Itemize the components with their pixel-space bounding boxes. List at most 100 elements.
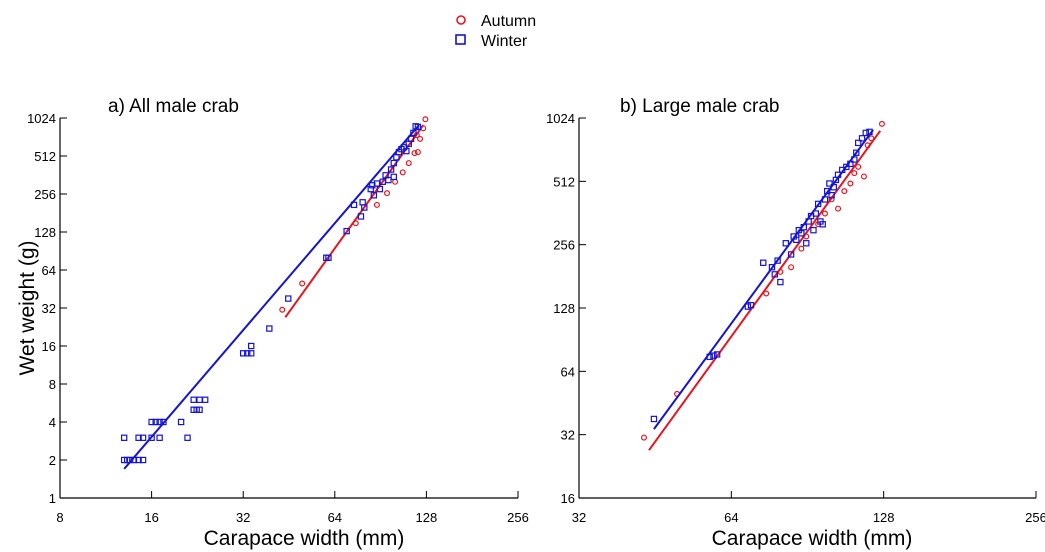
panel-a-point-winter: [135, 456, 142, 464]
panel-b-y-tick-label: 64: [561, 364, 575, 379]
panel-a-point-winter: [357, 213, 365, 220]
panel-b-point-autumn: [851, 170, 858, 177]
panel-a-x-tick-label: 256: [507, 510, 529, 525]
panel-b-point-winter: [710, 352, 717, 359]
panel-b-plot: 32 64 128 256 16 32 64 128 256 512 1024: [546, 111, 1045, 525]
panel-a-x-tick-label: 32: [236, 510, 250, 525]
panel-a-point-winter: [285, 295, 292, 302]
legend-marker-winter: [455, 34, 466, 45]
panel-a-point-autumn: [279, 306, 286, 313]
panel-b-y-tick-label: 1024: [546, 111, 575, 126]
panel-b-fit-line-winter: [653, 129, 874, 430]
panel-a-point-winter: [196, 406, 203, 413]
panel-b-point-winter: [862, 129, 869, 137]
panel-a-point-winter: [248, 350, 255, 357]
panel-b-point-winter: [800, 223, 808, 231]
panel-a-point-autumn: [414, 149, 421, 156]
panel-a-point-autumn: [299, 280, 306, 287]
panel-a-point-winter: [407, 135, 415, 143]
panel-b-x-tick-label: 128: [873, 510, 895, 525]
panel-a-point-winter: [148, 418, 155, 426]
panel-a-y-tick-label: 512: [34, 149, 56, 164]
panel-b-title: b) Large male crab: [620, 96, 779, 117]
panel-a-point-autumn: [411, 150, 418, 157]
panel-a-point-winter: [244, 350, 251, 357]
panel-a-point-winter: [370, 192, 378, 199]
panel-b-point-autumn: [847, 180, 854, 187]
panel-b-point-autumn: [878, 120, 885, 127]
panel-a-y-tick-label: 8: [49, 377, 56, 392]
panel-b-point-autumn: [864, 142, 871, 149]
panel-b-point-winter: [821, 196, 829, 203]
panel-b-point-winter: [812, 210, 820, 217]
panel-a-point-autumn: [352, 220, 359, 227]
legend-marker-autumn: [456, 15, 466, 25]
panel-a-y-tick-label: 128: [34, 225, 56, 240]
panel-a-point-winter: [266, 325, 273, 332]
panel-b-point-winter: [819, 221, 826, 228]
panel-a-point-winter: [201, 396, 209, 403]
panel-a-point-winter: [160, 418, 167, 426]
panel-b-point-winter: [771, 271, 779, 278]
panel-b-y-tick-label: 256: [553, 238, 575, 253]
legend: Autumn Winter: [455, 13, 536, 50]
panel-b-y-tick-label: 512: [553, 174, 575, 189]
panel-a-x-tick-label: 16: [144, 510, 158, 525]
panel-a-y-tick-label: 1: [49, 491, 56, 506]
panel-a-point-winter: [148, 434, 155, 441]
panel-a-y-tick-label: 64: [42, 263, 56, 278]
panel-b-point-autumn: [821, 210, 828, 217]
panel-b-point-winter: [798, 230, 805, 237]
panel-a-point-autumn: [392, 178, 399, 185]
panel-b-point-winter: [706, 353, 713, 361]
panel-b-point-winter: [777, 278, 784, 286]
panel-a-point-autumn: [373, 201, 380, 208]
panel-b-point-autumn: [855, 163, 862, 170]
legend-label-autumn: Autumn: [481, 13, 536, 30]
panel-b-point-winter: [713, 351, 721, 358]
panel-a-point-autumn: [383, 190, 390, 197]
panel-b-x-axis-title: Carapace width (mm): [712, 527, 913, 550]
panel-a-fit-line-winter: [123, 124, 420, 470]
panel-a-title: a) All male crab: [108, 96, 239, 117]
panel-b-point-winter: [782, 240, 790, 247]
panel-a-y-tick-label: 256: [34, 187, 56, 202]
panel-b-point-winter: [828, 191, 835, 199]
panel-a-point-winter: [376, 185, 384, 193]
panel-a-point-winter: [390, 173, 397, 181]
panel-a-point-winter: [248, 342, 255, 350]
panel-a-point-winter: [196, 396, 203, 403]
panel-a-point-winter: [126, 456, 134, 464]
panel-b-point-winter: [774, 257, 781, 264]
panel-b-point-winter: [851, 156, 858, 163]
panel-a-point-winter: [152, 418, 159, 426]
panel-b-x-tick-label: 32: [572, 510, 586, 525]
legend-label-winter: Winter: [481, 33, 528, 50]
panel-b-point-winter: [830, 184, 837, 191]
panel-b-point-autumn: [835, 205, 842, 212]
panel-a-point-autumn: [417, 135, 424, 142]
panel-a-point-winter: [135, 434, 142, 441]
panel-b-point-autumn: [763, 290, 770, 297]
panel-a-point-winter: [359, 199, 366, 206]
panel-b-x-tick-label: 64: [724, 510, 738, 525]
panel-b-point-autumn: [828, 196, 835, 203]
panel-a-point-winter: [350, 201, 358, 209]
panel-b-point-winter: [826, 180, 833, 187]
panel-a-point-autumn: [405, 160, 412, 167]
panel-b-point-winter: [760, 259, 767, 266]
panel-b-x-tick-label: 256: [1025, 510, 1045, 525]
panel-a-point-winter: [156, 434, 163, 441]
panel-a-y-tick-label: 4: [49, 415, 56, 430]
panel-a-point-winter: [369, 182, 376, 189]
panel-a-point-winter: [120, 434, 128, 441]
panel-b-point-winter: [814, 200, 822, 208]
panel-b-point-winter: [824, 187, 831, 195]
panel-b-point-winter: [793, 236, 800, 244]
panel-a-point-winter: [385, 176, 392, 184]
panel-b-y-tick-label: 16: [561, 491, 575, 506]
panel-a-x-tick-label: 8: [56, 510, 63, 525]
panel-b-point-winter: [858, 135, 866, 142]
panel-a-point-winter: [139, 434, 147, 441]
